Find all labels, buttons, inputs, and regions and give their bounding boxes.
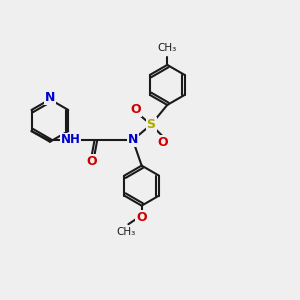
Text: N: N [45,92,55,104]
Text: N: N [128,134,138,146]
Text: CH₃: CH₃ [158,43,177,53]
Text: NH: NH [61,134,80,146]
Text: O: O [157,136,168,149]
Text: O: O [136,211,147,224]
Text: O: O [130,103,141,116]
Text: CH₃: CH₃ [116,227,136,237]
Text: S: S [147,118,156,131]
Text: O: O [86,155,97,168]
